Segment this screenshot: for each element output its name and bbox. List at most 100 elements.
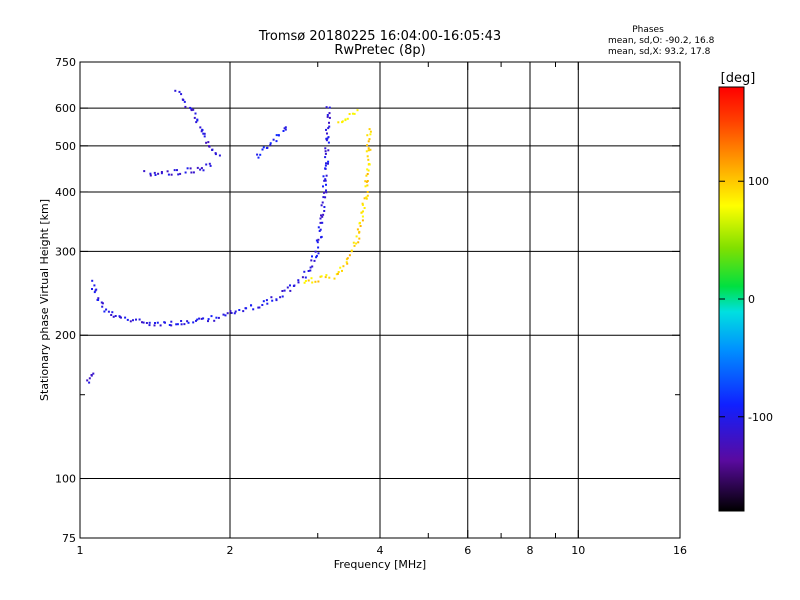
data-point bbox=[361, 215, 364, 218]
data-point bbox=[358, 222, 361, 225]
data-point bbox=[335, 273, 338, 276]
data-point bbox=[315, 254, 318, 257]
data-point bbox=[365, 196, 368, 199]
data-point bbox=[176, 169, 178, 172]
data-point bbox=[324, 152, 327, 155]
data-point bbox=[265, 299, 268, 302]
data-point bbox=[363, 207, 366, 209]
data-point bbox=[284, 126, 287, 129]
data-point bbox=[325, 191, 328, 194]
data-point bbox=[271, 299, 274, 302]
data-point bbox=[309, 269, 312, 272]
legend-title: Phases bbox=[632, 25, 664, 35]
data-point bbox=[230, 312, 233, 314]
data-point bbox=[259, 153, 262, 156]
data-point bbox=[170, 320, 173, 323]
data-point bbox=[325, 162, 327, 165]
data-point bbox=[325, 189, 327, 192]
data-point bbox=[261, 148, 264, 151]
data-point bbox=[339, 266, 342, 269]
data-point bbox=[196, 318, 199, 321]
data-point bbox=[325, 274, 328, 277]
data-point bbox=[363, 197, 366, 200]
data-point bbox=[286, 286, 289, 289]
data-point bbox=[367, 149, 370, 152]
data-point bbox=[142, 321, 145, 324]
data-point bbox=[91, 288, 93, 290]
data-point bbox=[320, 214, 322, 217]
data-point bbox=[316, 241, 319, 244]
data-point bbox=[307, 279, 310, 282]
data-point bbox=[238, 309, 241, 311]
chart-subtitle: RwPretec (8p) bbox=[334, 43, 425, 58]
data-point bbox=[257, 156, 260, 159]
data-point bbox=[346, 117, 349, 120]
data-point bbox=[323, 210, 326, 212]
x-tick-label: 10 bbox=[571, 544, 585, 557]
data-point bbox=[233, 312, 236, 315]
data-point bbox=[358, 231, 361, 234]
data-point bbox=[101, 302, 104, 305]
data-point bbox=[366, 194, 369, 197]
y-tick-label: 75 bbox=[62, 532, 76, 545]
data-point bbox=[202, 169, 205, 172]
data-point bbox=[95, 288, 98, 291]
data-point bbox=[275, 298, 278, 301]
grid bbox=[80, 62, 680, 538]
data-point bbox=[324, 156, 327, 159]
data-point bbox=[190, 107, 193, 110]
data-point bbox=[321, 201, 324, 204]
data-point bbox=[325, 128, 327, 131]
data-point bbox=[297, 279, 300, 282]
data-point bbox=[323, 179, 326, 182]
data-point bbox=[167, 173, 170, 176]
data-point bbox=[327, 136, 330, 139]
data-point bbox=[283, 289, 286, 292]
data-point bbox=[367, 140, 370, 143]
y-tick-label: 200 bbox=[55, 329, 76, 342]
data-point bbox=[261, 304, 264, 306]
data-point bbox=[326, 114, 329, 116]
data-point bbox=[328, 106, 331, 109]
data-point bbox=[153, 171, 156, 174]
data-point bbox=[360, 211, 363, 214]
data-point bbox=[359, 225, 362, 227]
data-point bbox=[328, 276, 331, 279]
data-point bbox=[256, 153, 259, 156]
data-point bbox=[107, 310, 110, 313]
data-point bbox=[324, 164, 327, 167]
data-point bbox=[281, 290, 284, 292]
data-point bbox=[272, 138, 275, 141]
data-point bbox=[369, 133, 372, 136]
data-point bbox=[368, 163, 371, 165]
data-point bbox=[368, 128, 371, 131]
data-point bbox=[301, 276, 304, 279]
data-point bbox=[88, 381, 91, 384]
data-point bbox=[346, 262, 349, 265]
legend-line-x: mean, sd,X: 93.2, 17.8 bbox=[608, 47, 711, 57]
data-point bbox=[175, 323, 178, 326]
data-point bbox=[192, 321, 195, 324]
y-axis-label: Stationary phase Virtual Height [km] bbox=[38, 199, 51, 401]
data-point bbox=[217, 316, 220, 319]
data-points bbox=[86, 89, 372, 384]
data-point bbox=[203, 135, 206, 138]
data-point bbox=[315, 239, 318, 242]
data-point bbox=[362, 210, 364, 213]
data-point bbox=[205, 141, 208, 144]
data-point bbox=[200, 317, 203, 320]
data-point bbox=[245, 307, 248, 310]
data-point bbox=[318, 230, 321, 232]
data-point bbox=[341, 120, 344, 123]
data-point bbox=[366, 191, 369, 193]
data-point bbox=[317, 226, 320, 229]
data-point bbox=[170, 173, 173, 176]
data-point bbox=[126, 318, 129, 321]
data-point bbox=[325, 174, 328, 177]
data-point bbox=[284, 128, 287, 131]
data-point bbox=[333, 277, 336, 280]
data-point bbox=[311, 255, 313, 258]
data-point bbox=[293, 284, 296, 287]
data-point bbox=[319, 275, 322, 278]
data-point bbox=[210, 315, 213, 318]
